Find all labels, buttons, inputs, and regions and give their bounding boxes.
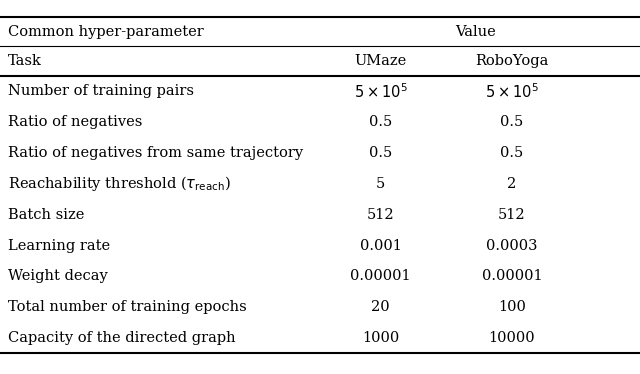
Text: 0.5: 0.5: [369, 146, 392, 160]
Text: 0.5: 0.5: [500, 115, 524, 129]
Text: 0.001: 0.001: [360, 239, 402, 252]
Text: 512: 512: [367, 208, 395, 222]
Text: 0.0003: 0.0003: [486, 239, 538, 252]
Text: 0.5: 0.5: [500, 146, 524, 160]
Text: Capacity of the directed graph: Capacity of the directed graph: [8, 331, 236, 345]
Text: Weight decay: Weight decay: [8, 269, 108, 283]
Text: 512: 512: [498, 208, 526, 222]
Text: 0.00001: 0.00001: [351, 269, 411, 283]
Text: Learning rate: Learning rate: [8, 239, 110, 252]
Text: Ratio of negatives from same trajectory: Ratio of negatives from same trajectory: [8, 146, 303, 160]
Text: RoboYoga: RoboYoga: [476, 54, 548, 68]
Text: 0.5: 0.5: [369, 115, 392, 129]
Text: Reachability threshold ($\tau_{\mathrm{reach}}$): Reachability threshold ($\tau_{\mathrm{r…: [8, 174, 230, 193]
Text: 10000: 10000: [489, 331, 535, 345]
Text: Common hyper-parameter: Common hyper-parameter: [8, 25, 204, 39]
Text: Task: Task: [8, 54, 42, 68]
Text: Ratio of negatives: Ratio of negatives: [8, 115, 142, 129]
Text: Number of training pairs: Number of training pairs: [8, 85, 194, 98]
Text: Batch size: Batch size: [8, 208, 84, 222]
Text: $5 \times 10^5$: $5 \times 10^5$: [485, 82, 539, 101]
Text: UMaze: UMaze: [355, 54, 407, 68]
Text: 0.00001: 0.00001: [482, 269, 542, 283]
Text: 20: 20: [371, 300, 390, 314]
Text: 1000: 1000: [362, 331, 399, 345]
Text: Value: Value: [455, 25, 495, 39]
Text: 100: 100: [498, 300, 526, 314]
Text: $5 \times 10^5$: $5 \times 10^5$: [354, 82, 408, 101]
Text: 2: 2: [508, 177, 516, 191]
Text: 5: 5: [376, 177, 385, 191]
Text: Total number of training epochs: Total number of training epochs: [8, 300, 246, 314]
